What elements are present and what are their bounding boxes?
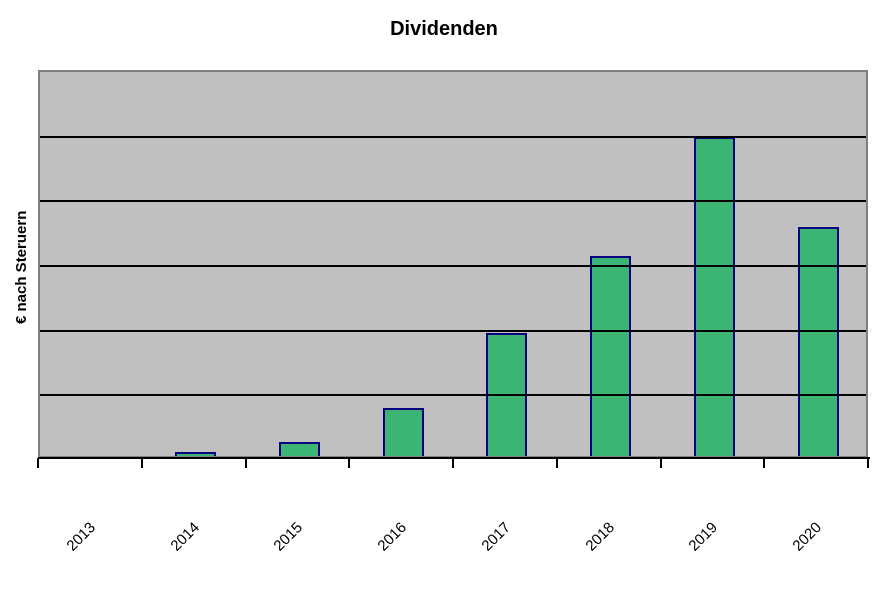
bar-2020[interactable]	[797, 227, 839, 456]
bar-2016[interactable]	[382, 407, 424, 456]
x-tick-label-2014: 2014	[167, 519, 203, 555]
x-tick-label-2019: 2019	[685, 519, 722, 555]
x-tick-label-2013: 2013	[63, 519, 99, 555]
x-axis-tick	[452, 458, 454, 468]
plot-area	[38, 70, 868, 458]
x-axis-tick	[37, 458, 39, 468]
x-tick-label-2018: 2018	[582, 519, 618, 555]
x-tick-label-2016: 2016	[374, 519, 411, 555]
x-axis-tick	[763, 458, 766, 468]
x-tick-label-2015: 2015	[270, 519, 307, 555]
chart-title: Dividenden	[390, 18, 498, 40]
bar-2015[interactable]	[278, 441, 320, 456]
gridline	[40, 200, 866, 203]
bar-2019[interactable]	[693, 136, 735, 456]
x-axis-tick	[140, 458, 143, 468]
gridline	[40, 265, 866, 267]
x-axis-tick	[867, 458, 869, 468]
gridline	[40, 329, 866, 332]
bar-2018[interactable]	[590, 255, 632, 456]
x-tick-label-2020: 2020	[789, 519, 826, 555]
x-axis-tick	[555, 458, 558, 468]
y-axis-title: € nach Steruern	[13, 210, 30, 324]
x-axis-tick	[348, 458, 351, 468]
gridline	[40, 135, 866, 138]
gridline	[40, 394, 866, 397]
x-tick-label-2017: 2017	[478, 519, 514, 555]
x-axis-tick	[659, 458, 662, 468]
x-axis-line	[38, 457, 870, 459]
x-axis-tick	[244, 458, 247, 468]
bar-2014[interactable]	[175, 452, 217, 456]
